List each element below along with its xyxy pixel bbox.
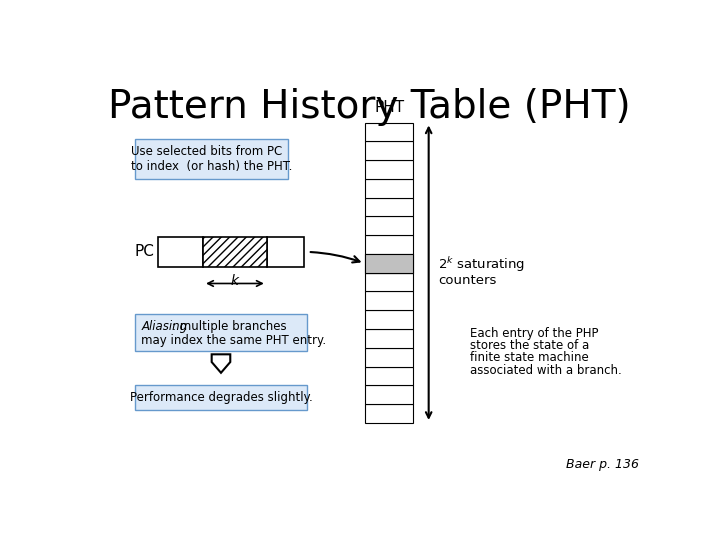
Text: associated with a branch.: associated with a branch.	[469, 363, 621, 376]
Text: Baer p. 136: Baer p. 136	[566, 458, 639, 471]
Text: $2^k$ saturating: $2^k$ saturating	[438, 255, 525, 274]
Bar	[365, 123, 413, 141]
Text: may index the same PHT entry.: may index the same PHT entry.	[141, 334, 326, 347]
Text: finite state machine: finite state machine	[469, 351, 588, 364]
Text: stores the state of a: stores the state of a	[469, 339, 589, 352]
Text: Pattern History Table (PHT): Pattern History Table (PHT)	[108, 88, 630, 126]
Bar	[365, 217, 413, 235]
Bar	[365, 329, 413, 348]
FancyArrow shape	[212, 354, 230, 373]
Bar	[135, 139, 289, 179]
Bar	[365, 160, 413, 179]
Bar	[365, 348, 413, 367]
Bar	[365, 198, 413, 217]
Text: Use selected bits from PC
to index  (or hash) the PHT.: Use selected bits from PC to index (or h…	[131, 145, 292, 173]
Bar	[135, 314, 307, 351]
Bar	[365, 404, 413, 423]
Bar	[365, 310, 413, 329]
Text: Each entry of the PHP: Each entry of the PHP	[469, 327, 598, 340]
Bar	[365, 273, 413, 292]
Bar	[365, 292, 413, 310]
Text: PHT: PHT	[374, 100, 404, 115]
Bar	[266, 237, 304, 267]
Bar	[365, 179, 413, 198]
Text: PC: PC	[135, 245, 154, 259]
Bar	[365, 386, 413, 404]
Bar	[365, 367, 413, 386]
Text: Performance degrades slightly.: Performance degrades slightly.	[130, 391, 312, 404]
Text: k: k	[231, 274, 239, 288]
Bar	[365, 254, 413, 273]
Bar	[365, 235, 413, 254]
Text: counters: counters	[438, 274, 496, 287]
Bar	[158, 237, 203, 267]
Text: : multiple branches: : multiple branches	[172, 320, 287, 333]
Bar	[365, 141, 413, 160]
Bar	[203, 237, 266, 267]
Bar	[365, 254, 413, 273]
Bar	[135, 385, 307, 410]
Text: Aliasing: Aliasing	[141, 320, 187, 333]
